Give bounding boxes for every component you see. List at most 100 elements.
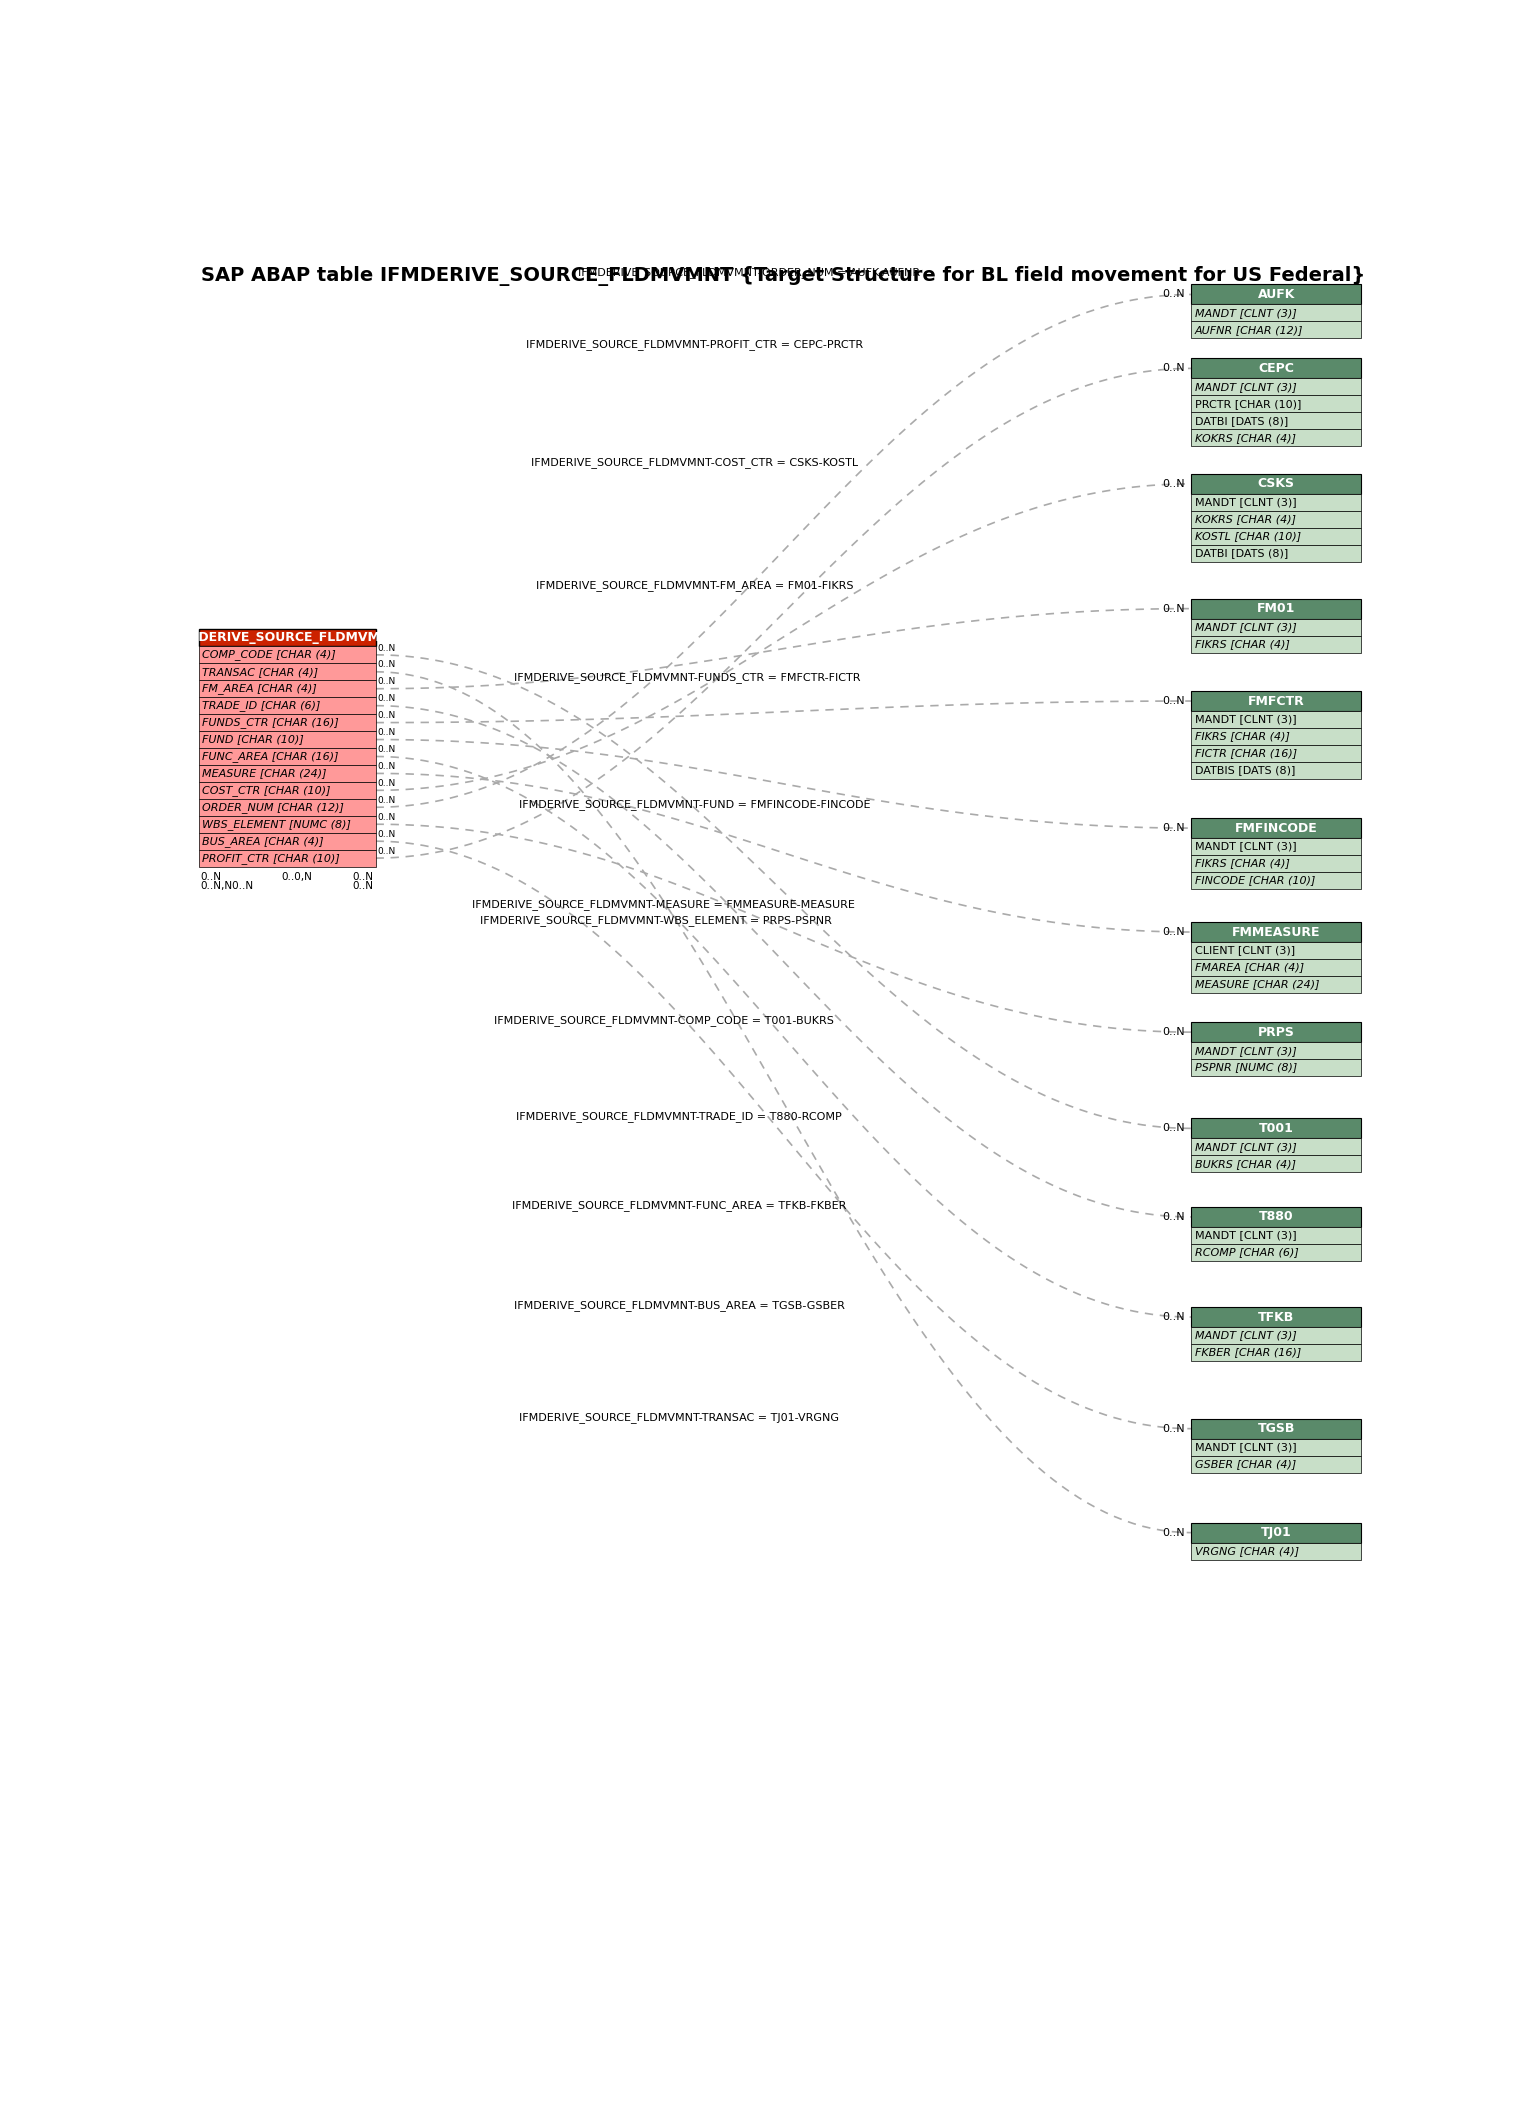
- FancyBboxPatch shape: [1191, 1523, 1361, 1542]
- Text: FMAREA [CHAR (4)]: FMAREA [CHAR (4)]: [1194, 962, 1304, 973]
- Text: 0..N: 0..N: [378, 847, 396, 855]
- FancyBboxPatch shape: [1191, 527, 1361, 544]
- FancyBboxPatch shape: [1191, 1042, 1361, 1059]
- Text: FUND [CHAR (10)]: FUND [CHAR (10)]: [202, 735, 304, 744]
- FancyBboxPatch shape: [1191, 395, 1361, 412]
- FancyBboxPatch shape: [1191, 1118, 1361, 1139]
- Text: 0..N: 0..N: [1162, 603, 1185, 613]
- Text: 0..N: 0..N: [1162, 695, 1185, 706]
- Text: IFMDERIVE_SOURCE_FLDMVMNT-BUS_AREA = TGSB-GSBER: IFMDERIVE_SOURCE_FLDMVMNT-BUS_AREA = TGS…: [514, 1301, 846, 1311]
- FancyBboxPatch shape: [199, 832, 376, 849]
- FancyBboxPatch shape: [199, 681, 376, 698]
- FancyBboxPatch shape: [1191, 475, 1361, 494]
- Text: 0..N: 0..N: [1162, 927, 1185, 937]
- Text: 0..N: 0..N: [378, 796, 396, 805]
- Text: FMFCTR: FMFCTR: [1248, 695, 1304, 708]
- Text: FM_AREA [CHAR (4)]: FM_AREA [CHAR (4)]: [202, 683, 317, 693]
- Text: DATBI [DATS (8)]: DATBI [DATS (8)]: [1194, 548, 1287, 559]
- Text: 0..N: 0..N: [200, 872, 222, 882]
- FancyBboxPatch shape: [1191, 494, 1361, 511]
- FancyBboxPatch shape: [1191, 511, 1361, 527]
- Text: PSPNR [NUMC (8)]: PSPNR [NUMC (8)]: [1194, 1063, 1297, 1072]
- FancyBboxPatch shape: [1191, 1439, 1361, 1456]
- Text: KOKRS [CHAR (4)]: KOKRS [CHAR (4)]: [1194, 433, 1295, 443]
- Text: AUFNR [CHAR (12)]: AUFNR [CHAR (12)]: [1194, 326, 1303, 334]
- FancyBboxPatch shape: [1191, 359, 1361, 378]
- FancyBboxPatch shape: [1191, 637, 1361, 653]
- Text: MANDT [CLNT (3)]: MANDT [CLNT (3)]: [1194, 1330, 1297, 1340]
- FancyBboxPatch shape: [199, 798, 376, 815]
- Text: 0..N: 0..N: [378, 677, 396, 687]
- Text: TFKB: TFKB: [1258, 1311, 1294, 1324]
- Text: MANDT [CLNT (3)]: MANDT [CLNT (3)]: [1194, 498, 1297, 506]
- FancyBboxPatch shape: [1191, 429, 1361, 445]
- Text: MANDT [CLNT (3)]: MANDT [CLNT (3)]: [1194, 1231, 1297, 1240]
- Text: 0..N: 0..N: [1162, 363, 1185, 374]
- FancyBboxPatch shape: [1191, 838, 1361, 855]
- Text: IFMDERIVE_SOURCE_FLDMVMNT-MEASURE = FMMEASURE-MEASURE: IFMDERIVE_SOURCE_FLDMVMNT-MEASURE = FMME…: [472, 899, 855, 910]
- Text: SAP ABAP table IFMDERIVE_SOURCE_FLDMVMNT {Target Structure for BL field movement: SAP ABAP table IFMDERIVE_SOURCE_FLDMVMNT…: [202, 267, 1365, 286]
- Text: 0..N: 0..N: [1162, 479, 1185, 490]
- FancyBboxPatch shape: [199, 748, 376, 765]
- Text: 0..N: 0..N: [378, 763, 396, 771]
- Text: KOKRS [CHAR (4)]: KOKRS [CHAR (4)]: [1194, 515, 1295, 525]
- Text: IFMDERIVE_SOURCE_FLDMVMNT-TRADE_ID = T880-RCOMP: IFMDERIVE_SOURCE_FLDMVMNT-TRADE_ID = T88…: [517, 1111, 842, 1122]
- Text: 0..N: 0..N: [352, 880, 373, 891]
- Text: CEPC: CEPC: [1258, 361, 1294, 374]
- Text: 0..N: 0..N: [378, 746, 396, 754]
- Text: VRGNG [CHAR (4)]: VRGNG [CHAR (4)]: [1194, 1546, 1298, 1557]
- FancyBboxPatch shape: [1191, 1345, 1361, 1361]
- Text: FIKRS [CHAR (4)]: FIKRS [CHAR (4)]: [1194, 859, 1289, 868]
- FancyBboxPatch shape: [1191, 763, 1361, 779]
- Text: DATBI [DATS (8)]: DATBI [DATS (8)]: [1194, 416, 1287, 427]
- Text: FIKRS [CHAR (4)]: FIKRS [CHAR (4)]: [1194, 639, 1289, 649]
- Text: MEASURE [CHAR (24)]: MEASURE [CHAR (24)]: [1194, 979, 1320, 990]
- Text: IFMDERIVE_SOURCE_FLDMVMNT-PROFIT_CTR = CEPC-PRCTR: IFMDERIVE_SOURCE_FLDMVMNT-PROFIT_CTR = C…: [526, 338, 864, 351]
- Text: FINCODE [CHAR (10)]: FINCODE [CHAR (10)]: [1194, 876, 1315, 885]
- Text: IFMDERIVE_SOURCE_FLDMVMNT-WBS_ELEMENT = PRPS-PSPNR: IFMDERIVE_SOURCE_FLDMVMNT-WBS_ELEMENT = …: [480, 914, 832, 927]
- Text: 0..N: 0..N: [1162, 1027, 1185, 1038]
- Text: 0..N: 0..N: [352, 872, 373, 882]
- FancyBboxPatch shape: [1191, 817, 1361, 838]
- Text: WBS_ELEMENT [NUMC (8)]: WBS_ELEMENT [NUMC (8)]: [202, 819, 350, 830]
- Text: FKBER [CHAR (16)]: FKBER [CHAR (16)]: [1194, 1347, 1301, 1357]
- FancyBboxPatch shape: [1191, 1418, 1361, 1439]
- Text: MANDT [CLNT (3)]: MANDT [CLNT (3)]: [1194, 382, 1297, 393]
- Text: FUNC_AREA [CHAR (16)]: FUNC_AREA [CHAR (16)]: [202, 750, 338, 763]
- FancyBboxPatch shape: [199, 849, 376, 866]
- Text: PRPS: PRPS: [1258, 1025, 1295, 1038]
- Text: BUKRS [CHAR (4)]: BUKRS [CHAR (4)]: [1194, 1160, 1295, 1168]
- Text: IFMDERIVE_SOURCE_FLDMVMNT-FUNC_AREA = TFKB-FKBER: IFMDERIVE_SOURCE_FLDMVMNT-FUNC_AREA = TF…: [512, 1200, 847, 1210]
- Text: T001: T001: [1258, 1122, 1294, 1135]
- Text: 0..N,N0..N: 0..N,N0..N: [200, 880, 254, 891]
- Text: 0..N: 0..N: [1162, 1311, 1185, 1322]
- Text: 0..N: 0..N: [378, 813, 396, 821]
- Text: 0..N: 0..N: [378, 660, 396, 670]
- Text: PROFIT_CTR [CHAR (10)]: PROFIT_CTR [CHAR (10)]: [202, 853, 339, 864]
- FancyBboxPatch shape: [199, 647, 376, 664]
- Text: MANDT [CLNT (3)]: MANDT [CLNT (3)]: [1194, 309, 1297, 317]
- Text: MANDT [CLNT (3)]: MANDT [CLNT (3)]: [1194, 1046, 1297, 1055]
- FancyBboxPatch shape: [1191, 872, 1361, 889]
- FancyBboxPatch shape: [1191, 727, 1361, 746]
- FancyBboxPatch shape: [199, 782, 376, 798]
- Text: 0..0,N: 0..0,N: [281, 872, 312, 882]
- FancyBboxPatch shape: [199, 698, 376, 714]
- Text: COMP_CODE [CHAR (4)]: COMP_CODE [CHAR (4)]: [202, 649, 336, 660]
- Text: 0..N: 0..N: [1162, 290, 1185, 300]
- FancyBboxPatch shape: [1191, 321, 1361, 338]
- Text: IFMDERIVE_SOURCE_FLDMVMNT-FM_AREA = FM01-FIKRS: IFMDERIVE_SOURCE_FLDMVMNT-FM_AREA = FM01…: [537, 580, 853, 590]
- FancyBboxPatch shape: [1191, 544, 1361, 561]
- FancyBboxPatch shape: [1191, 618, 1361, 637]
- FancyBboxPatch shape: [1191, 1542, 1361, 1559]
- FancyBboxPatch shape: [1191, 922, 1361, 941]
- FancyBboxPatch shape: [1191, 1328, 1361, 1345]
- FancyBboxPatch shape: [1191, 710, 1361, 727]
- Text: 0..N: 0..N: [1162, 1527, 1185, 1538]
- FancyBboxPatch shape: [1191, 1156, 1361, 1172]
- FancyBboxPatch shape: [199, 630, 376, 647]
- Text: 0..N: 0..N: [378, 693, 396, 704]
- FancyBboxPatch shape: [1191, 412, 1361, 429]
- Text: RCOMP [CHAR (6)]: RCOMP [CHAR (6)]: [1194, 1248, 1298, 1256]
- Text: 0..N: 0..N: [1162, 1124, 1185, 1132]
